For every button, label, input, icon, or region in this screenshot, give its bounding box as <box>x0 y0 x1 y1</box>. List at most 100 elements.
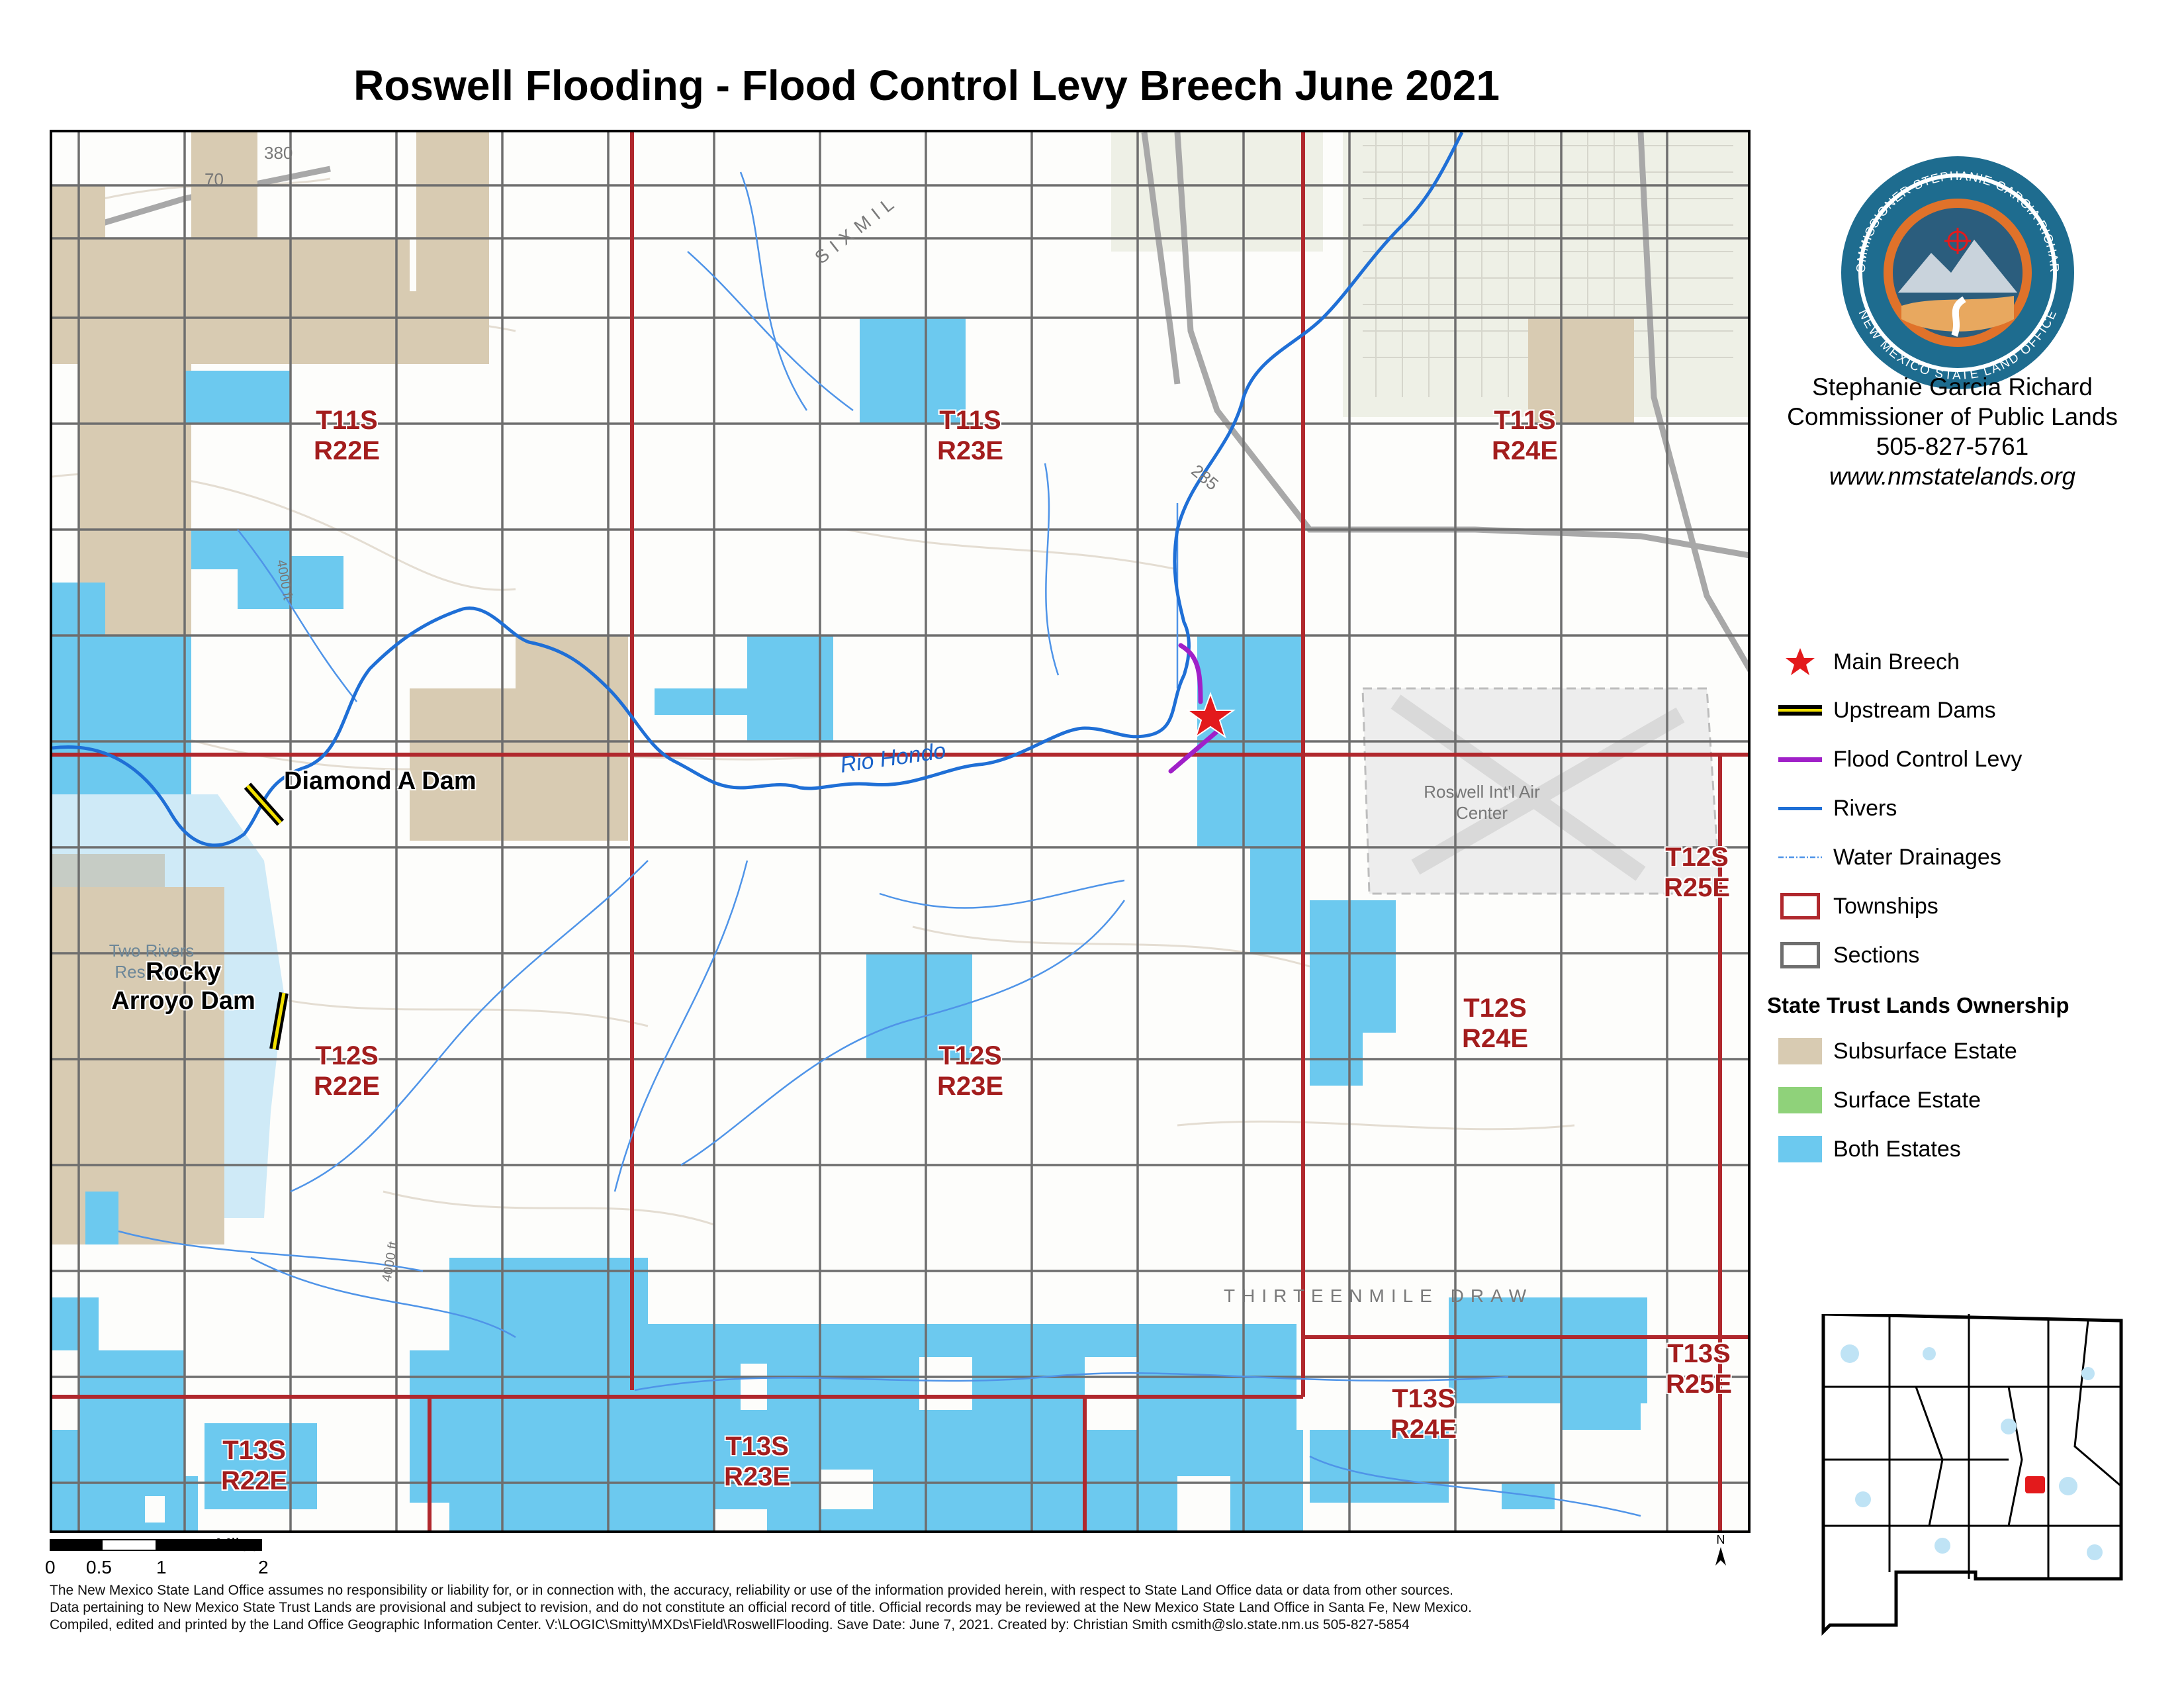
inset-trust-lands <box>1841 1344 2103 1560</box>
section-box-icon <box>1780 942 1820 968</box>
scale-bar <box>50 1539 262 1551</box>
township-t: T11S <box>1494 406 1556 435</box>
levy-line-icon <box>1778 757 1822 762</box>
legend-label: Surface Estate <box>1833 1087 1981 1113</box>
dam-line-icon <box>1778 705 1822 716</box>
ownership-heading: State Trust Lands Ownership <box>1767 993 2070 1017</box>
legend-label: Rivers <box>1833 795 1897 821</box>
surface-swatch <box>1778 1087 1822 1113</box>
township-t: T11S <box>316 406 378 435</box>
township-box-icon <box>1780 893 1820 919</box>
river-line-icon <box>1778 807 1822 810</box>
legend-item-surface: Surface Estate <box>1767 1084 1981 1117</box>
diamond-a-dam-label: Diamond A Dam <box>284 767 477 795</box>
township-t: T11S <box>939 406 1001 435</box>
township-r: R25E <box>1663 873 1731 902</box>
draw-label: THIRTEENMILE DRAW <box>1224 1286 1533 1306</box>
hwy-70-label: 70 <box>205 169 224 189</box>
disclaimer-line: Data pertaining to New Mexico State Trus… <box>50 1600 1472 1615</box>
red-star-icon <box>1786 648 1815 675</box>
disclaimer: The New Mexico State Land Office assumes… <box>50 1582 1751 1634</box>
airport-label: Roswell Int'l Air Center <box>1424 782 1540 823</box>
map-frame[interactable]: THIRTEENMILE DRAW SIXMIL Roswell Int'l A… <box>50 130 1751 1533</box>
township-label: T12S R22E <box>281 1041 413 1102</box>
township-label: T12S R24E <box>1429 993 1561 1054</box>
county-lines <box>1823 1314 2122 1579</box>
township-t: T12S <box>315 1041 379 1070</box>
township-r: R23E <box>936 436 1004 465</box>
scale-tick: 2 <box>258 1557 269 1577</box>
state-land-office-seal: COMMISSIONER STEPHANIE GARCIA RICHARD NE… <box>1839 154 2074 389</box>
drainage-line-icon <box>1778 856 1822 859</box>
township-t: T13S <box>1392 1384 1455 1413</box>
legend-label: Upstream Dams <box>1833 697 1996 723</box>
north-label: N <box>1716 1533 1725 1546</box>
township-label: T11S R22E <box>281 405 413 466</box>
scale-units: Miles <box>216 1534 259 1555</box>
subsurface-swatch <box>1778 1038 1822 1064</box>
scale-tick: 1 <box>156 1557 167 1577</box>
both-swatch <box>1778 1136 1822 1162</box>
township-t: T12S <box>1665 843 1729 872</box>
legend-item-main-breech: Main Breech <box>1767 645 1960 679</box>
hwy-380-label: 380 <box>264 143 293 163</box>
legend-label: Both Estates <box>1833 1136 1961 1162</box>
website-link[interactable]: www.nmstatelands.org <box>1829 463 2076 490</box>
commissioner-role: Commissioner of Public Lands <box>1787 403 2118 430</box>
legend-label: Townships <box>1833 893 1938 919</box>
legend-label: Main Breech <box>1833 649 1960 675</box>
legend-label: Subsurface Estate <box>1833 1038 2017 1064</box>
flood-control-levy <box>1168 643 1220 774</box>
township-r: R22E <box>220 1466 288 1495</box>
legend-label: Flood Control Levy <box>1833 746 2023 772</box>
legend-item-sections: Sections <box>1767 939 1919 972</box>
scale-tick: 0 <box>45 1557 56 1577</box>
township-t: T12S <box>1463 994 1527 1023</box>
township-label: T13S R24E <box>1357 1383 1490 1444</box>
disclaimer-line: The New Mexico State Land Office assumes… <box>50 1583 1453 1598</box>
township-t: T13S <box>1667 1339 1731 1368</box>
township-label: T12S R23E <box>904 1041 1036 1102</box>
township-label: T13S R22E <box>188 1435 320 1496</box>
new-mexico-inset-map <box>1821 1314 2123 1636</box>
rio-hondo-river <box>52 132 1464 847</box>
legend-label: Water Drainages <box>1833 844 2001 870</box>
water-drainages <box>118 171 1641 1517</box>
disclaimer-line: Compiled, edited and printed by the Land… <box>50 1617 1410 1632</box>
scale-tick: 0.5 <box>86 1557 112 1577</box>
map-canvas <box>52 132 1748 1530</box>
main-breech-star <box>1185 692 1236 739</box>
township-r: R23E <box>723 1462 791 1491</box>
legend-item-rivers: Rivers <box>1767 792 1897 825</box>
section-lines <box>52 132 1748 1530</box>
legend-item-water-drainages: Water Drainages <box>1767 841 2001 874</box>
rocky-arroyo-dam-label: Rocky Arroyo Dam <box>111 958 255 1015</box>
township-r: R24E <box>1491 436 1559 465</box>
township-r: R25E <box>1665 1370 1733 1399</box>
township-r: R22E <box>313 436 381 465</box>
township-lines <box>52 132 1748 1530</box>
township-r: R24E <box>1461 1024 1529 1053</box>
township-r: R24E <box>1390 1415 1457 1444</box>
township-t: T13S <box>725 1432 789 1461</box>
north-arrow-icon <box>1715 1547 1726 1566</box>
legend-item-subsurface: Subsurface Estate <box>1767 1035 2017 1068</box>
non-trust-cutouts <box>145 1271 1230 1530</box>
township-r: R22E <box>313 1072 381 1101</box>
legend-item-upstream-dams: Upstream Dams <box>1767 694 1996 727</box>
map-title: Roswell Flooding - Flood Control Levy Br… <box>353 62 1500 109</box>
legend-item-flood-control-levy: Flood Control Levy <box>1767 743 2022 776</box>
township-label: T13S R23E <box>691 1431 823 1492</box>
commissioner-name: Stephanie Garcia Richard <box>1812 373 2093 400</box>
reservoir-label: Two Rivers Reservoir <box>109 941 195 982</box>
commissioner-info: Stephanie Garcia Richard Commissioner of… <box>1734 372 2171 491</box>
inset-area-of-interest <box>2025 1476 2045 1493</box>
township-label: T13S R25E <box>1633 1338 1748 1399</box>
township-label: T11S R23E <box>904 405 1036 466</box>
upstream-dams <box>244 782 289 1051</box>
township-r: R23E <box>936 1072 1004 1101</box>
township-t: T12S <box>938 1041 1002 1070</box>
township-label: T11S R24E <box>1459 405 1591 466</box>
rivers <box>52 132 1464 847</box>
legend-item-both: Both Estates <box>1767 1133 1961 1166</box>
